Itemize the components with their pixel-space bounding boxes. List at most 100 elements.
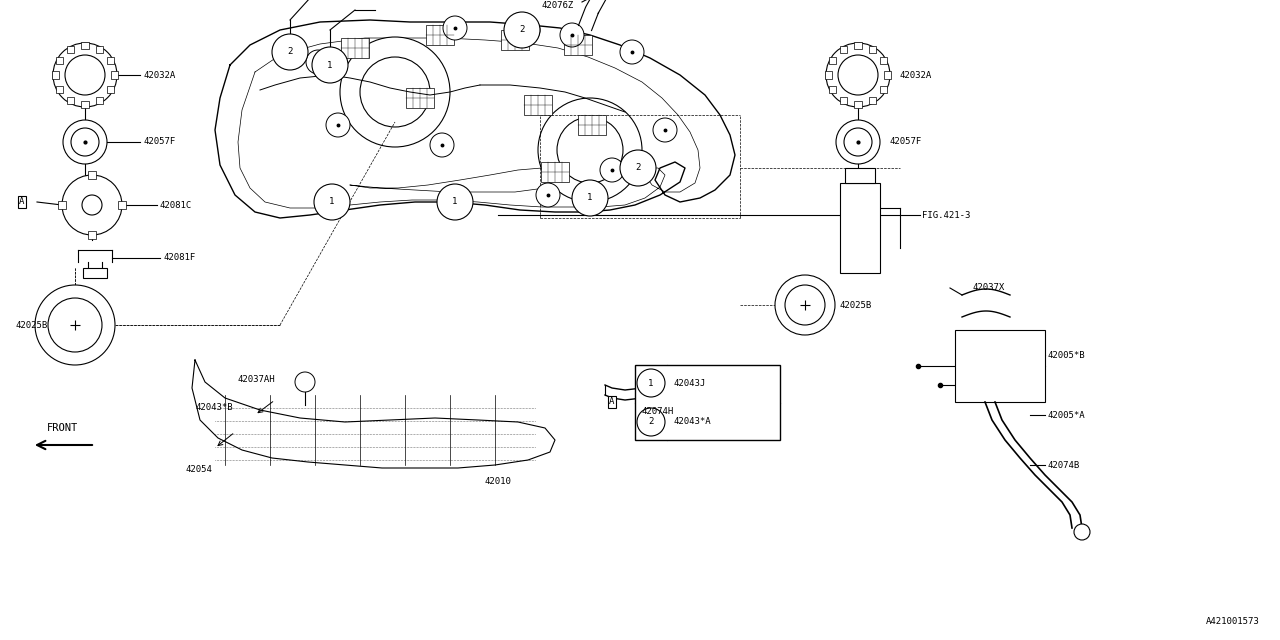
Circle shape bbox=[360, 57, 430, 127]
Bar bbox=[96, 97, 104, 104]
Bar bbox=[96, 46, 104, 53]
Circle shape bbox=[536, 183, 561, 207]
Circle shape bbox=[516, 18, 540, 42]
Text: 42057F: 42057F bbox=[143, 138, 175, 147]
Text: A421001573: A421001573 bbox=[1206, 618, 1260, 627]
Text: 42037C: 42037C bbox=[658, 0, 690, 3]
Circle shape bbox=[826, 43, 890, 107]
Circle shape bbox=[620, 40, 644, 64]
Bar bbox=[879, 86, 887, 93]
Bar bbox=[56, 57, 63, 64]
Bar bbox=[635, 365, 780, 440]
Bar bbox=[955, 330, 1044, 402]
Bar bbox=[426, 25, 454, 45]
Circle shape bbox=[785, 285, 826, 325]
Text: 42025B: 42025B bbox=[840, 301, 872, 310]
Bar bbox=[840, 183, 881, 273]
Bar bbox=[108, 86, 114, 93]
Text: 42037AH: 42037AH bbox=[238, 376, 275, 385]
Bar bbox=[67, 97, 74, 104]
Circle shape bbox=[1074, 524, 1091, 540]
Text: 42043*A: 42043*A bbox=[673, 417, 710, 426]
Text: 42081F: 42081F bbox=[163, 253, 196, 262]
Circle shape bbox=[312, 47, 348, 83]
Text: 42005*A: 42005*A bbox=[1048, 410, 1085, 419]
Circle shape bbox=[273, 34, 308, 70]
Text: 42043J: 42043J bbox=[673, 378, 705, 387]
Text: 42032A: 42032A bbox=[900, 70, 932, 79]
Bar bbox=[855, 42, 861, 49]
Text: 42005*B: 42005*B bbox=[1048, 351, 1085, 360]
Circle shape bbox=[35, 285, 115, 365]
Polygon shape bbox=[192, 360, 556, 468]
Bar bbox=[52, 72, 59, 79]
Bar bbox=[840, 46, 847, 53]
Text: 42076Z: 42076Z bbox=[541, 1, 575, 10]
Circle shape bbox=[70, 128, 99, 156]
Bar bbox=[88, 171, 96, 179]
Bar bbox=[829, 57, 836, 64]
Circle shape bbox=[653, 118, 677, 142]
Circle shape bbox=[52, 43, 116, 107]
Polygon shape bbox=[215, 20, 735, 218]
Circle shape bbox=[836, 120, 881, 164]
Bar bbox=[118, 201, 127, 209]
Circle shape bbox=[774, 275, 835, 335]
Bar bbox=[840, 97, 847, 104]
Circle shape bbox=[538, 98, 643, 202]
Bar bbox=[579, 115, 605, 135]
Text: 42081C: 42081C bbox=[160, 200, 192, 209]
Bar bbox=[406, 88, 434, 108]
Bar bbox=[88, 231, 96, 239]
Circle shape bbox=[637, 369, 666, 397]
Text: 42057F: 42057F bbox=[890, 138, 923, 147]
Bar bbox=[56, 86, 63, 93]
Text: 1: 1 bbox=[648, 378, 654, 387]
Circle shape bbox=[314, 184, 349, 220]
Text: 42054: 42054 bbox=[186, 465, 212, 474]
Text: 2: 2 bbox=[520, 26, 525, 35]
Bar bbox=[869, 97, 877, 104]
Bar bbox=[845, 168, 876, 183]
Text: 42074B: 42074B bbox=[1048, 461, 1080, 470]
Circle shape bbox=[557, 117, 623, 183]
Text: 42037X: 42037X bbox=[972, 284, 1005, 292]
Text: 2: 2 bbox=[635, 163, 641, 173]
Text: 1: 1 bbox=[588, 193, 593, 202]
Circle shape bbox=[294, 372, 315, 392]
Text: 1: 1 bbox=[452, 198, 458, 207]
Text: 1: 1 bbox=[329, 198, 334, 207]
Text: 42032A: 42032A bbox=[143, 70, 175, 79]
Circle shape bbox=[61, 175, 122, 235]
Text: 42043*B: 42043*B bbox=[195, 403, 233, 413]
Bar bbox=[82, 101, 88, 108]
Circle shape bbox=[430, 133, 454, 157]
Text: 42025B: 42025B bbox=[15, 321, 47, 330]
Circle shape bbox=[65, 55, 105, 95]
Text: FRONT: FRONT bbox=[46, 423, 78, 433]
Bar bbox=[340, 38, 369, 58]
Bar bbox=[67, 46, 74, 53]
Text: 42010: 42010 bbox=[485, 477, 512, 486]
Circle shape bbox=[572, 180, 608, 216]
Circle shape bbox=[443, 16, 467, 40]
Text: A: A bbox=[609, 397, 614, 406]
Bar bbox=[108, 57, 114, 64]
Circle shape bbox=[838, 55, 878, 95]
Bar bbox=[855, 101, 861, 108]
Circle shape bbox=[637, 408, 666, 436]
Bar bbox=[58, 201, 67, 209]
Text: 42074H: 42074H bbox=[643, 408, 675, 417]
Bar bbox=[111, 72, 118, 79]
Circle shape bbox=[326, 113, 349, 137]
Circle shape bbox=[600, 158, 625, 182]
Circle shape bbox=[49, 298, 102, 352]
Bar bbox=[879, 57, 887, 64]
Text: 2: 2 bbox=[287, 47, 293, 56]
Text: A: A bbox=[19, 198, 24, 207]
Circle shape bbox=[306, 50, 330, 74]
Circle shape bbox=[340, 37, 451, 147]
Bar bbox=[884, 72, 891, 79]
Bar bbox=[826, 72, 832, 79]
Bar bbox=[524, 95, 552, 115]
